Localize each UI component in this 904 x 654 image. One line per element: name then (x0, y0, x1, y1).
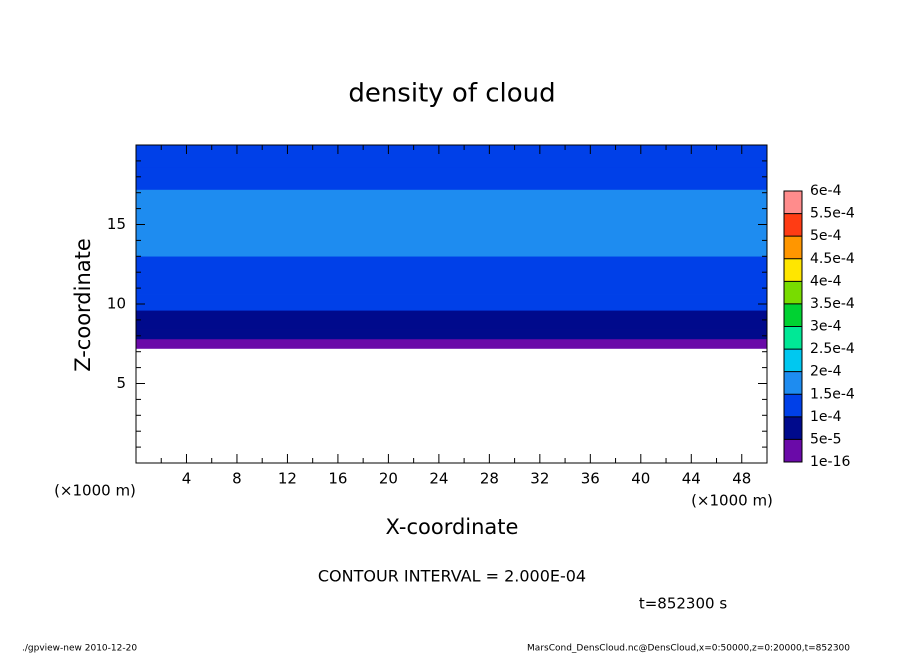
contour-band (135, 338, 768, 349)
x-tick-label: 48 (732, 470, 751, 488)
colorbar-swatch (784, 349, 802, 372)
x-tick-label: 4 (182, 470, 192, 488)
colorbar-label: 1e-16 (810, 454, 850, 470)
x-tick-label: 16 (328, 470, 347, 488)
y-axis-label: Z-coordinate (71, 238, 95, 372)
colorbar-label: 5e-4 (810, 228, 842, 244)
colorbar-swatch (784, 213, 802, 237)
x-tick-label: 28 (480, 470, 499, 488)
x-tick-label: 40 (631, 470, 650, 488)
colorbar-label: 3e-4 (810, 319, 842, 335)
colorbar-swatch (784, 236, 802, 259)
x-tick-label: 32 (530, 470, 549, 488)
contour-band (135, 189, 768, 257)
y-tick-label: 10 (107, 295, 126, 313)
x-tick-label: 24 (429, 470, 448, 488)
colorbar-label: 2e-4 (810, 364, 842, 380)
colorbar-label: 2.5e-4 (810, 341, 855, 357)
contour-band (135, 167, 768, 190)
colorbar-swatch (784, 416, 802, 440)
footer-right: MarsCond_DensCloud.nc@DensCloud,x=0:5000… (527, 644, 850, 654)
colorbar-swatch (784, 326, 802, 350)
contour-band (135, 256, 768, 273)
contour-band (135, 271, 768, 295)
contour-band (135, 294, 768, 311)
x-unit: (×1000 m) (691, 492, 773, 510)
x-tick-label: 8 (232, 470, 242, 488)
y-tick-label: 15 (107, 215, 126, 233)
colorbar-label: 3.5e-4 (810, 296, 855, 312)
time-label: t=852300 s (639, 595, 727, 613)
colorbar-swatch (784, 281, 802, 304)
colorbar-swatch (784, 394, 802, 417)
contour-band (135, 310, 768, 330)
colorbar-label: 5.5e-4 (810, 206, 855, 222)
colorbar-label: 1.5e-4 (810, 386, 855, 402)
colorbar-swatch (784, 303, 802, 327)
y-tick-label: 5 (116, 374, 126, 392)
colorbar-swatch (784, 371, 802, 395)
x-tick-label: 36 (581, 470, 600, 488)
x-tick-label: 12 (278, 470, 297, 488)
colorbar-label: 4.5e-4 (810, 251, 855, 267)
colorbar-label: 4e-4 (810, 273, 842, 289)
colorbar-label: 6e-4 (810, 183, 842, 199)
x-tick-label: 44 (682, 470, 701, 488)
x-tick-label: 20 (379, 470, 398, 488)
footer-left: ./gpview-new 2010-12-20 (22, 644, 137, 654)
contour-band (135, 144, 768, 168)
colorbar-label: 1e-4 (810, 409, 842, 425)
x-axis-label: X-coordinate (386, 515, 519, 539)
chart-title: density of cloud (348, 79, 555, 109)
colorbar-swatch (784, 258, 802, 282)
colorbar-label: 5e-5 (810, 431, 841, 447)
contour-interval: CONTOUR INTERVAL = 2.000E-04 (318, 567, 586, 586)
y-unit: (×1000 m) (54, 482, 136, 500)
contour-band (135, 329, 768, 340)
colorbar-swatch (784, 439, 802, 462)
colorbar-swatch (784, 191, 802, 214)
